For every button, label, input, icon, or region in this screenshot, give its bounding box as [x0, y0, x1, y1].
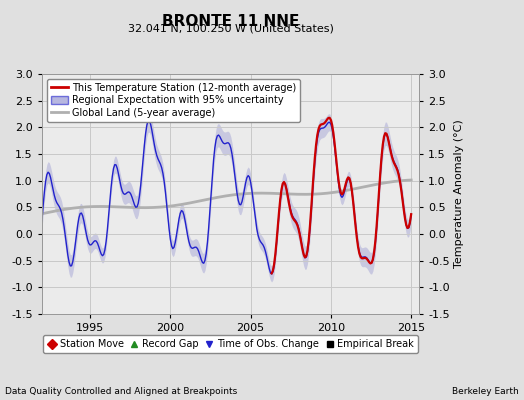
Y-axis label: Temperature Anomaly (°C): Temperature Anomaly (°C): [454, 120, 464, 268]
Text: Berkeley Earth: Berkeley Earth: [452, 387, 519, 396]
Text: 32.041 N, 100.250 W (United States): 32.041 N, 100.250 W (United States): [128, 23, 333, 33]
Legend: This Temperature Station (12-month average), Regional Expectation with 95% uncer: This Temperature Station (12-month avera…: [47, 79, 300, 122]
Legend: Station Move, Record Gap, Time of Obs. Change, Empirical Break: Station Move, Record Gap, Time of Obs. C…: [43, 335, 418, 353]
Text: Data Quality Controlled and Aligned at Breakpoints: Data Quality Controlled and Aligned at B…: [5, 387, 237, 396]
Text: BRONTE 11 NNE: BRONTE 11 NNE: [162, 14, 299, 29]
